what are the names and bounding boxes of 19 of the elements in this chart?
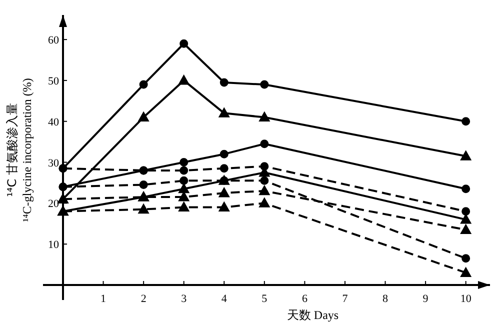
x-tick-label: 3 [181, 293, 188, 305]
x-tick-label: 6 [302, 293, 308, 305]
y-tick-label: 50 [48, 75, 60, 88]
y2-axis-title: ¹⁴C 甘氨酸渗入量 [5, 103, 19, 197]
y-tick-label: 60 [48, 34, 60, 47]
x-tick-label: 4 [221, 293, 228, 305]
y-tick-label: 30 [48, 157, 60, 170]
x-tick-label: 1 [100, 293, 106, 305]
x-tick-label: 8 [382, 293, 389, 305]
x-axis-title: 天数 Days [286, 308, 339, 322]
x-tick-label: 9 [422, 293, 429, 305]
y-tick-label: 40 [48, 116, 60, 128]
y-tick-label: 10 [48, 239, 60, 252]
y-tick-label: 20 [48, 198, 60, 210]
x-tick-label: 2 [140, 293, 146, 305]
x-tick-label: 5 [262, 293, 268, 305]
x-tick-label: 7 [342, 293, 348, 305]
y-axis-title: ¹⁴C-glycine incorporation (%) [20, 78, 34, 222]
x-tick-label: 10 [460, 293, 472, 305]
